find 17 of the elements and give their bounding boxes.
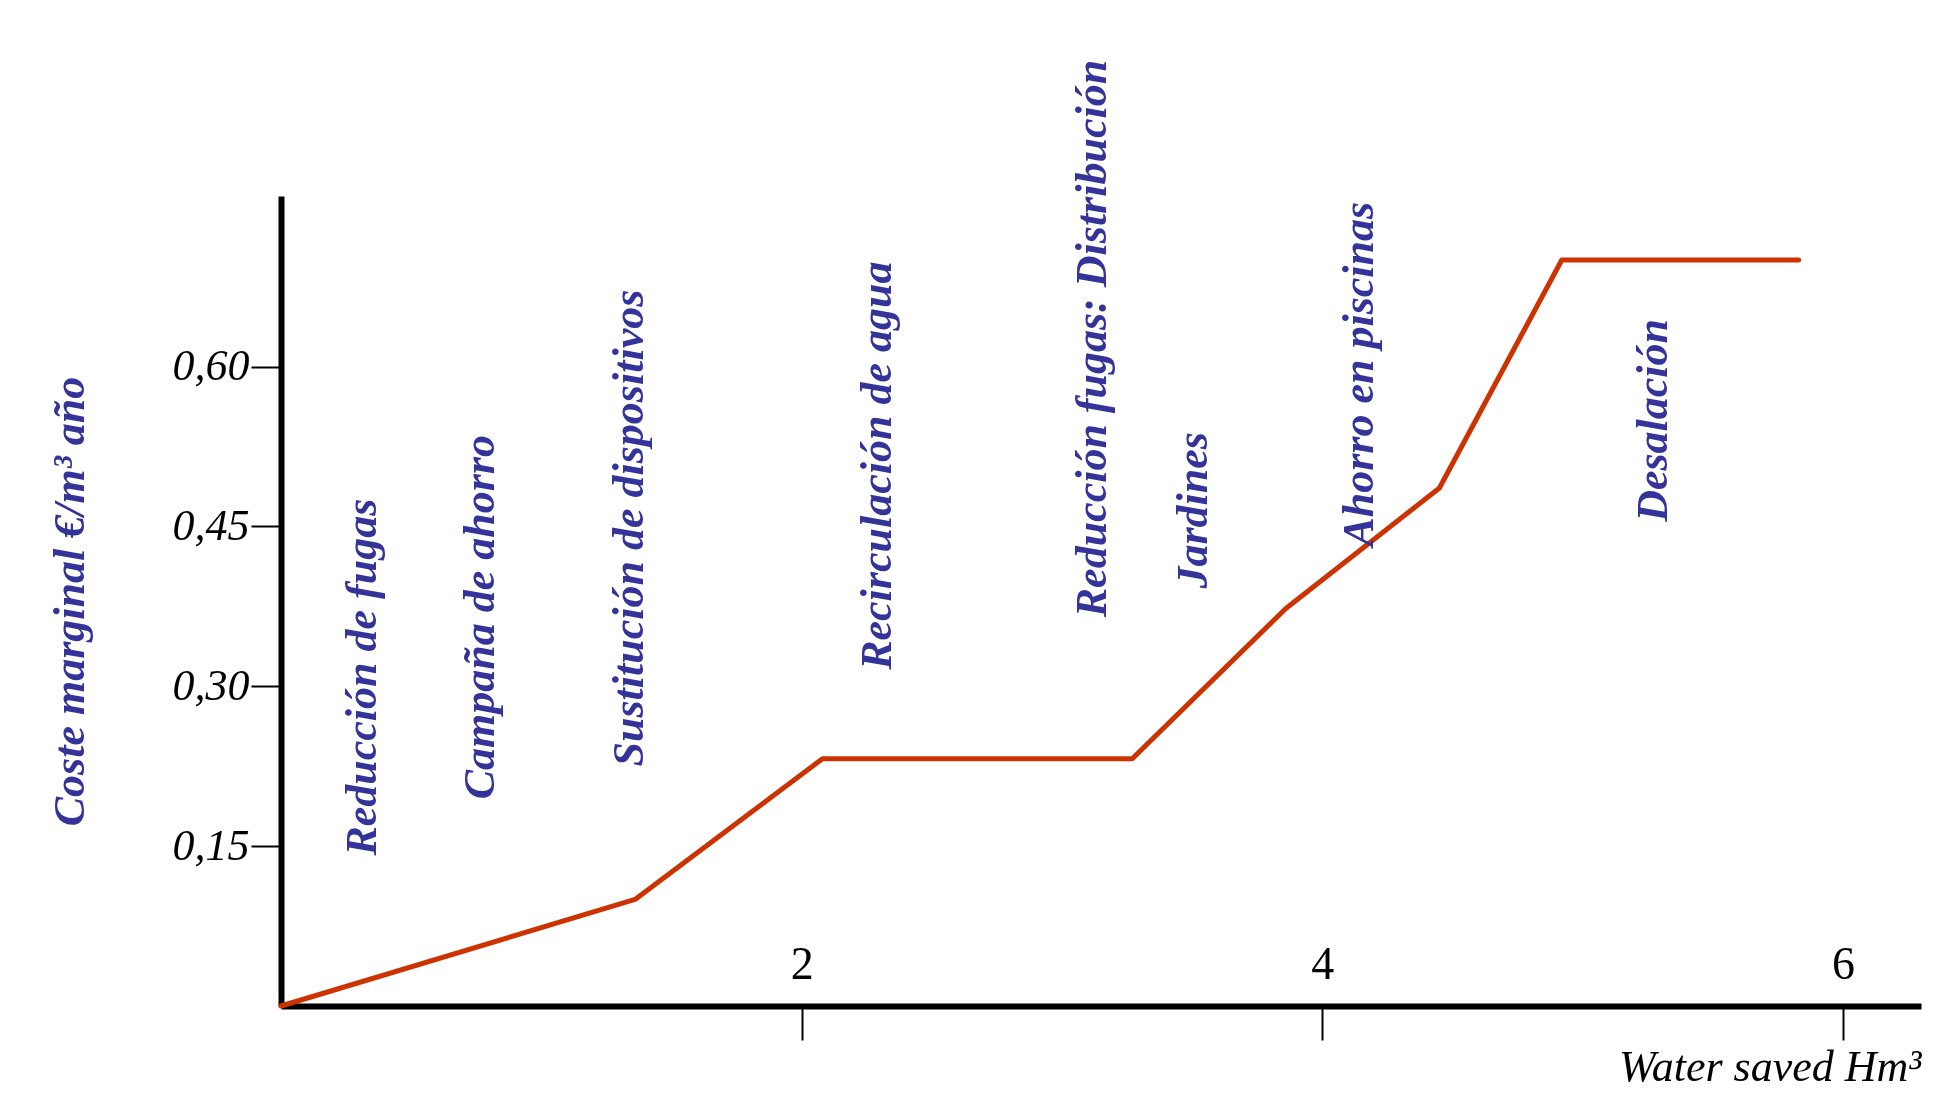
annotation: Desalación <box>1627 318 1677 523</box>
annotation: Recirculación de agua <box>851 261 901 671</box>
x-tick-label: 6 <box>1831 937 1855 989</box>
y-tick-label: 0,30 <box>172 660 250 710</box>
x-axis-title: Water saved Hm³ <box>1619 1041 1923 1091</box>
annotation: Sustitución de dispositivos <box>604 289 654 767</box>
x-tick-label: 2 <box>790 937 814 989</box>
y-axis-title: Coste marginal €/m³ año <box>44 376 94 827</box>
annotation: Jardines <box>1168 432 1218 590</box>
annotation: Campaña de ahorro <box>455 435 505 800</box>
annotation: Reducción fugas: Distribución <box>1066 59 1116 619</box>
y-tick-label: 0,15 <box>172 820 250 870</box>
y-tick-label: 0,45 <box>172 500 250 550</box>
x-tick-label: 4 <box>1311 937 1335 989</box>
annotation: Ahorro en piscinas <box>1334 201 1384 550</box>
annotation: Reducción de fugas <box>337 498 386 857</box>
y-tick-label: 0,60 <box>172 341 250 391</box>
